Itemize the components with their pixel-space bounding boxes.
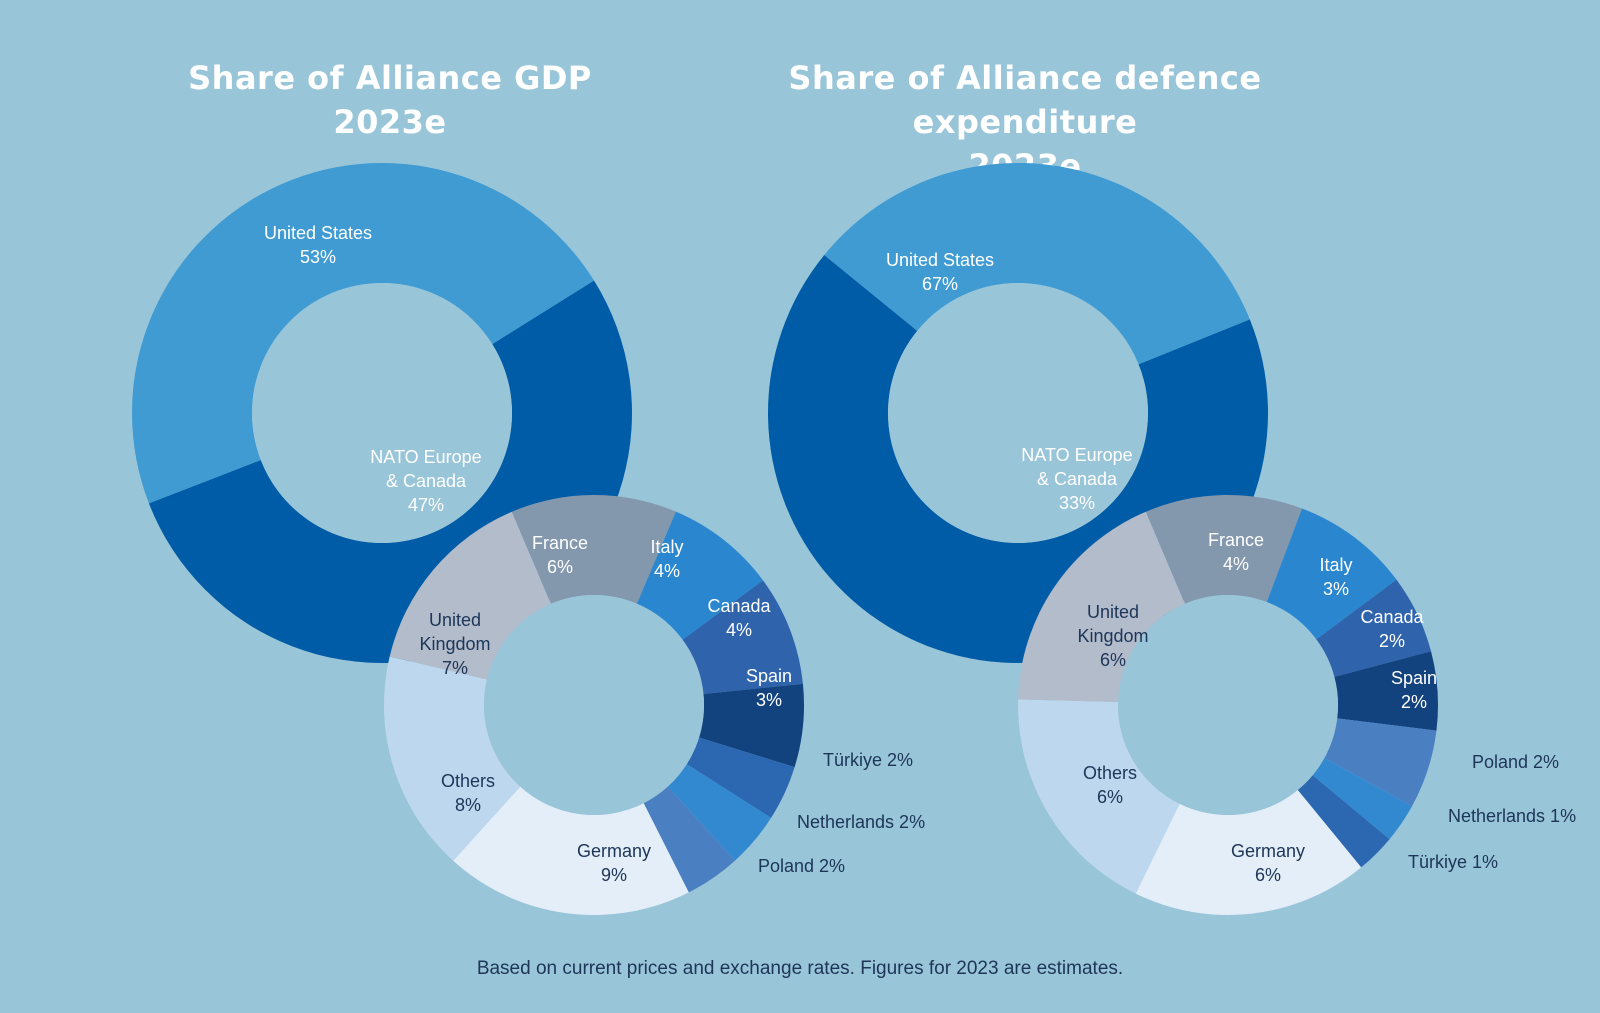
- def-inner-label-netherlands: Netherlands 1%: [1448, 806, 1576, 826]
- def-inner-label-germany: Germany 6%: [1231, 841, 1305, 885]
- gdp-chart-title: Share of Alliance GDP 2023e: [170, 56, 610, 144]
- def-inner-label-france: France 4%: [1208, 530, 1264, 574]
- gdp-inner-slice-turkiye: [686, 737, 795, 818]
- def-inner-slice-canada: [1316, 579, 1432, 677]
- gdp-outer-label-united-states: United States 53%: [264, 223, 372, 267]
- gdp-inner-slice-canada: [682, 580, 803, 694]
- gdp-outer-label-nato-europe-and-canada: NATO Europe & Canada 47%: [370, 447, 481, 515]
- def-inner-label-others: Others 6%: [1083, 763, 1137, 807]
- gdp-inner-slice-italy: [636, 511, 764, 640]
- def-inner-label-turkiye: Türkiye 1%: [1408, 852, 1498, 872]
- def-inner-slice-spain: [1334, 651, 1439, 731]
- def-inner-label-canada: Canada 2%: [1360, 607, 1424, 651]
- gdp-inner-slice-others: [384, 656, 521, 861]
- def-inner-slice-united-kingdom: [1018, 511, 1186, 703]
- def-inner-slice-poland: [1324, 718, 1437, 807]
- gdp-inner-slice-spain: [699, 683, 804, 768]
- def-inner-slice-germany: [1135, 790, 1362, 916]
- def-inner-slice-france: [1145, 495, 1303, 604]
- def-inner-slice-italy: [1266, 508, 1397, 640]
- def-inner-label-united-kingdom: United Kingdom 6%: [1077, 602, 1148, 670]
- def-inner-slice-turkiye: [1297, 775, 1390, 868]
- gdp-inner-label-netherlands: Netherlands 2%: [797, 812, 925, 832]
- def-inner-slice-netherlands: [1312, 758, 1412, 840]
- def-inner-hole: [1118, 595, 1338, 815]
- gdp-inner-label-spain: Spain 3%: [746, 666, 792, 710]
- def-outer-hole: [888, 283, 1148, 543]
- def-inner-label-spain: Spain 2%: [1391, 668, 1437, 712]
- gdp-inner-label-france: France 6%: [532, 533, 588, 577]
- def-outer-slice-nato-europe-and-canada: [824, 162, 1250, 365]
- defence-title-line1: Share of Alliance defence expenditure: [788, 59, 1262, 141]
- gdp-inner-label-turkiye: Türkiye 2%: [823, 750, 913, 770]
- gdp-inner-slice-netherlands: [667, 764, 772, 861]
- gdp-inner-label-italy: Italy 4%: [650, 537, 683, 581]
- def-inner-label-italy: Italy 3%: [1319, 555, 1352, 599]
- def-inner-slice-others: [1018, 699, 1180, 894]
- gdp-inner-label-canada: Canada 4%: [707, 596, 771, 640]
- def-inner-donut: [1018, 495, 1439, 916]
- gdp-inner-donut: [384, 495, 804, 916]
- def-inner-label-poland: Poland 2%: [1472, 752, 1559, 772]
- def-outer-label-nato-europe-and-canada: NATO Europe & Canada 33%: [1021, 445, 1132, 513]
- footnote: Based on current prices and exchange rat…: [476, 958, 1124, 979]
- gdp-inner-label-germany: Germany 9%: [577, 841, 651, 885]
- gdp-outer-slice-nato-europe-and-canada: [131, 162, 595, 504]
- gdp-outer-hole: [252, 283, 512, 543]
- gdp-inner-hole: [484, 595, 704, 815]
- gdp-inner-slice-united-kingdom: [389, 511, 552, 680]
- gdp-title-line1: Share of Alliance GDP: [188, 59, 592, 97]
- def-outer-label-united-states: United States 67%: [886, 250, 994, 294]
- gdp-title-line2: 2023e: [333, 103, 447, 141]
- gdp-inner-slice-germany: [453, 786, 689, 916]
- gdp-inner-label-united-kingdom: United Kingdom 7%: [419, 610, 490, 678]
- gdp-inner-slice-poland: [643, 786, 735, 893]
- gdp-inner-slice-france: [511, 495, 676, 604]
- gdp-inner-label-others: Others 8%: [441, 771, 495, 815]
- gdp-inner-label-poland: Poland 2%: [758, 856, 845, 876]
